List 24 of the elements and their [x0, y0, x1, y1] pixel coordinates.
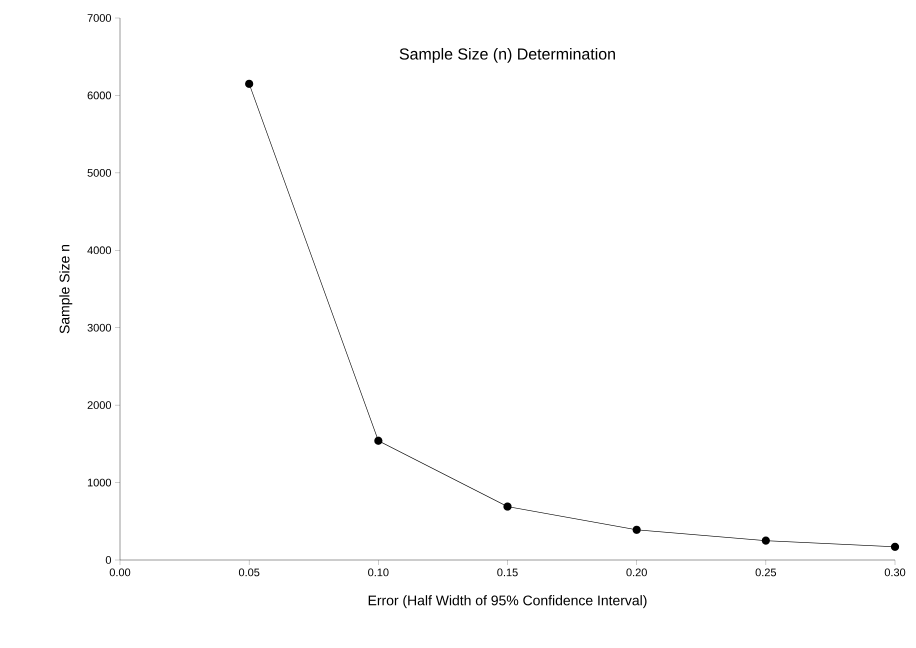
y-tick-label: 0: [106, 556, 112, 564]
point: [374, 436, 382, 445]
x-tick-label: 0.30: [884, 568, 906, 576]
y-tick-label: 1000: [88, 478, 112, 486]
y-tick-label: 6000: [88, 92, 112, 100]
point: [503, 502, 512, 511]
y-tick-label: 3000: [88, 324, 112, 332]
y-tick-label: 5000: [88, 168, 112, 177]
point: [762, 536, 770, 545]
x-axis-title: Error (Half Width of 95% Confidence Interval): [368, 595, 647, 608]
point: [245, 80, 254, 88]
x-tick-label: 0.10: [368, 568, 389, 576]
point: [890, 542, 900, 551]
x-tick-label: 0.15: [497, 568, 518, 576]
y-tick-label: 7000: [88, 14, 112, 22]
y-tick-label: 2000: [88, 401, 112, 410]
x-tick-label: 0.20: [626, 568, 647, 576]
x-tick-label: 0.25: [756, 568, 776, 576]
x-tick-label: 0.05: [238, 568, 260, 576]
y-axis-title: Sample Size n: [59, 244, 72, 334]
y-tick-label: 4000: [87, 246, 112, 254]
point: [632, 526, 641, 534]
x-tick-label: 0.00: [110, 568, 130, 576]
text: Sample Size (n) Determination: [400, 48, 615, 63]
